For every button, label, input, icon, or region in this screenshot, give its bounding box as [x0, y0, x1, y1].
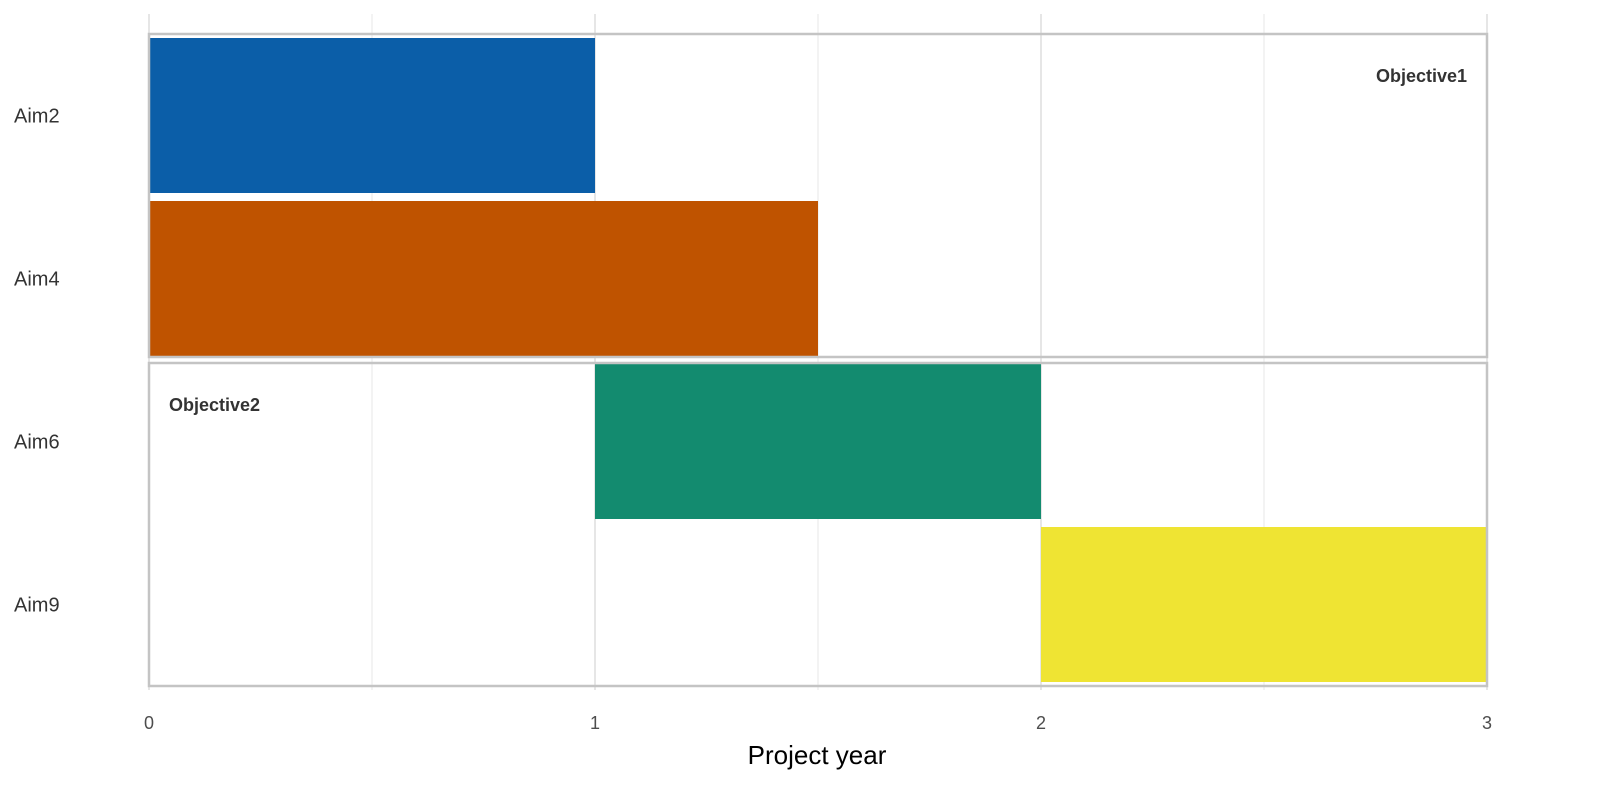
- y-axis-labels: Aim2 Aim4 Aim6 Aim9: [14, 106, 60, 617]
- y-axis-label-aim9: Aim9: [14, 595, 60, 617]
- group-panels: Objective1 Objective2: [147, 32, 1489, 688]
- bar-aim9: [1041, 527, 1487, 682]
- bar-aim2: [149, 38, 595, 193]
- bar-aim6: [595, 364, 1041, 519]
- x-axis-title: Project year: [748, 740, 887, 770]
- x-tick-label: 2: [1036, 713, 1046, 733]
- bars: [149, 38, 1487, 682]
- x-axis-ticks: 0 1 2 3: [144, 713, 1492, 733]
- y-axis-label-aim4: Aim4: [14, 269, 60, 291]
- x-tick-label: 3: [1482, 713, 1492, 733]
- y-axis-label-aim2: Aim2: [14, 106, 60, 128]
- group-panel-objective2: [147, 361, 1489, 688]
- group-label-objective2: Objective2: [169, 395, 260, 415]
- x-tick-label: 0: [144, 713, 154, 733]
- group-label-objective1: Objective1: [1376, 66, 1467, 86]
- bar-aim4: [149, 201, 818, 356]
- y-axis-label-aim6: Aim6: [14, 432, 60, 454]
- x-tick-label: 1: [590, 713, 600, 733]
- group-panel-objective1: [147, 32, 1489, 359]
